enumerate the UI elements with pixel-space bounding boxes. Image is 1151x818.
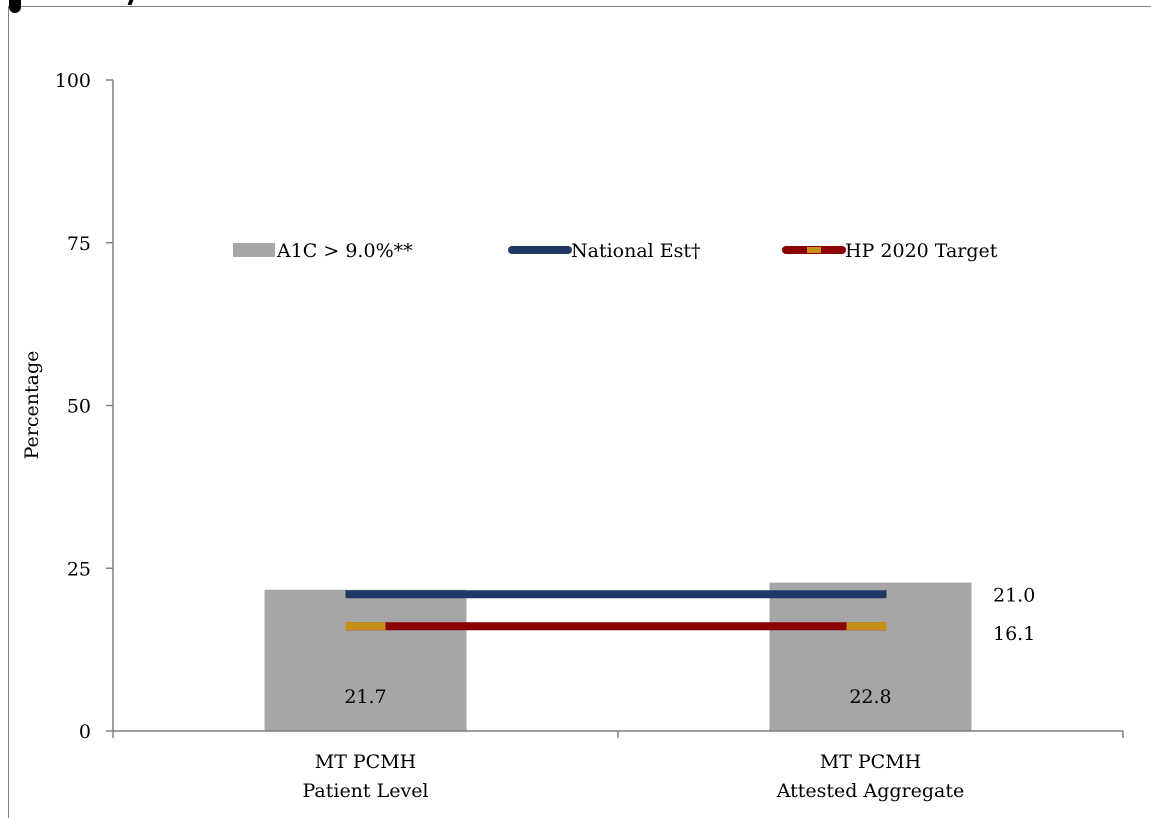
bars-layer	[265, 583, 972, 731]
legend-label-a1c: A1C > 9.0%**	[276, 240, 413, 262]
bar-0	[265, 590, 467, 731]
x-category-label-1-line-1: Attested Aggregate	[776, 780, 964, 802]
legend-label-hp2020-target: HP 2020 Target	[845, 240, 998, 262]
legend-label-national-est: National Est†	[571, 240, 701, 262]
legend-swatch-hp2020-marker	[807, 247, 821, 253]
bar-value-label-1: 22.8	[849, 686, 891, 708]
reference-line-marker-1-0	[346, 622, 386, 630]
x-category-label-0-line-1: Patient Level	[302, 780, 428, 802]
y-axis-title: Percentage	[21, 351, 43, 460]
y-tick-label-25: 25	[67, 558, 91, 580]
legend: A1C > 9.0%** National Est† HP 2020 Targe…	[233, 240, 998, 262]
reference-line-label-1: 16.1	[993, 623, 1035, 645]
y-tick-label-100: 100	[55, 70, 91, 92]
x-category-label-0-line-0: MT PCMH	[315, 751, 417, 773]
x-category-label-1-line-0: MT PCMH	[820, 751, 922, 773]
reference-line-label-0: 21.0	[993, 584, 1035, 606]
y-tick-label-0: 0	[79, 721, 91, 743]
legend-swatch-a1c	[233, 243, 275, 257]
bar-value-label-0: 21.7	[344, 686, 386, 708]
bar-1	[770, 583, 972, 731]
y-tick-label-50: 50	[67, 396, 91, 418]
y-tick-label-75: 75	[67, 233, 91, 255]
reference-line-marker-1-1	[847, 622, 887, 630]
